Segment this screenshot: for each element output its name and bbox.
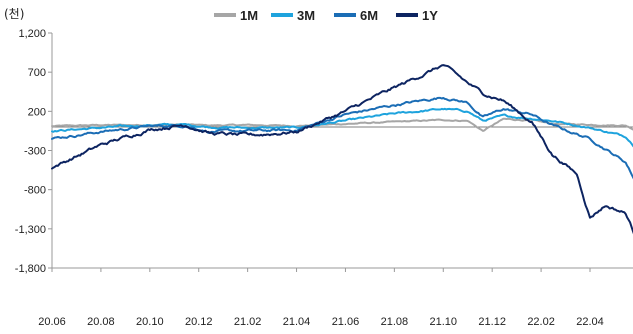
- x-tick-label: 21.08: [381, 316, 409, 328]
- y-tick-label: -300: [24, 146, 46, 158]
- x-tick-label: 20.10: [136, 316, 164, 328]
- x-tick-label: 20.08: [87, 316, 115, 328]
- legend-label: 3M: [297, 8, 315, 23]
- x-tick-label: 21.12: [478, 316, 506, 328]
- y-tick-label: -1,300: [15, 224, 46, 236]
- legend-item-1y: 1Y: [396, 8, 438, 23]
- x-tick-label: 20.06: [38, 316, 66, 328]
- axes: 1,200 700 200 -300 -800 -1,300 -1,800 20.06 20.0…: [15, 28, 633, 328]
- legend-label: 1M: [240, 8, 258, 23]
- x-tick-label: 21.06: [332, 316, 360, 328]
- series-line-6m: [51, 96, 633, 180]
- x-tick-label: 22.04: [576, 316, 604, 328]
- y-tick-label: -1,800: [15, 263, 46, 275]
- x-tick-label: 21.10: [430, 316, 458, 328]
- legend: 1M 3M 6M 1Y: [214, 8, 438, 23]
- legend-item-1m: 1M: [214, 8, 258, 23]
- y-tick-label: 700: [28, 67, 46, 79]
- legend-label: 1Y: [422, 8, 438, 23]
- x-tick-label: 21.02: [234, 316, 262, 328]
- series-lines: [51, 64, 633, 235]
- legend-item-3m: 3M: [271, 8, 315, 23]
- y-tick-label: -800: [24, 185, 46, 197]
- legend-item-6m: 6M: [334, 8, 378, 23]
- legend-label: 6M: [360, 8, 378, 23]
- x-tick-label: 20.12: [185, 316, 213, 328]
- y-tick-label: 200: [28, 106, 46, 118]
- y-axis-unit-label: (천): [4, 6, 24, 21]
- y-tick-label: 1,200: [18, 28, 46, 40]
- x-tick-label: 22.02: [527, 316, 555, 328]
- series-line-1y: [51, 64, 633, 235]
- x-tick-label: 21.04: [283, 316, 311, 328]
